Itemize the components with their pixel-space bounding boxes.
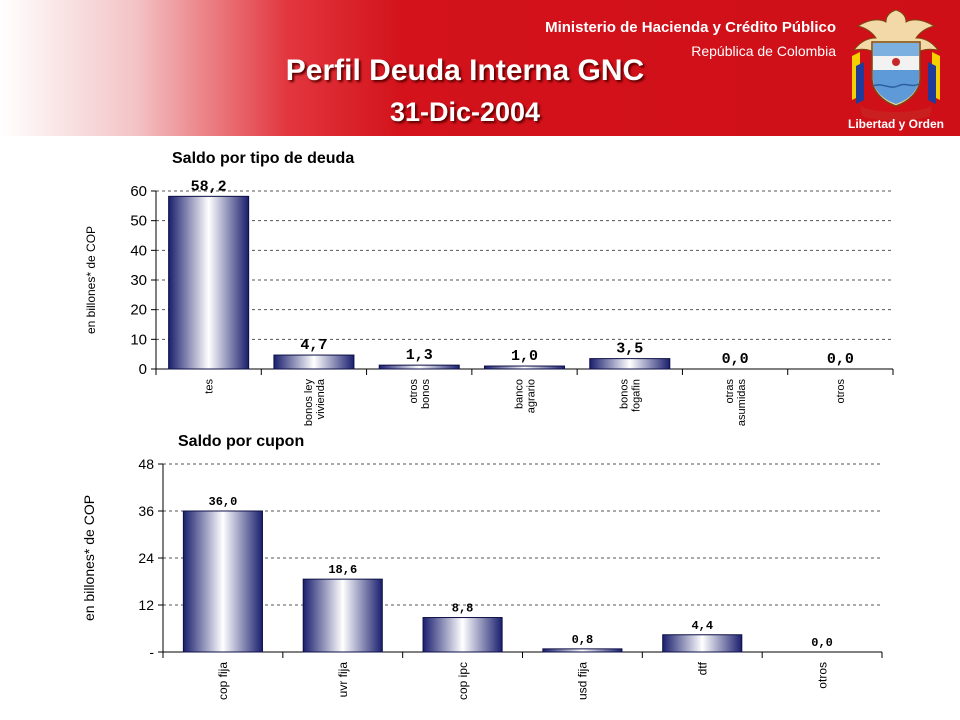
bar [378, 364, 460, 370]
y-tick-label: 40 [130, 242, 147, 259]
y-axis-label: en billones* de COP [84, 226, 98, 334]
page-date: 31-Dic-2004 [389, 97, 541, 127]
data-label: 4,7 [300, 337, 327, 354]
x-tick-label-group: dtf [695, 661, 709, 675]
x-tick-label: banco [513, 379, 525, 409]
x-tick-label: asumidas [736, 379, 748, 427]
y-tick-label: 60 [130, 183, 147, 200]
x-tick-label-group: otras asumidas [724, 379, 748, 427]
x-tick-label-group: banco agrario [513, 379, 537, 413]
x-tick-label: dtf [695, 661, 709, 675]
y-tick-label: 30 [130, 272, 147, 289]
x-tick-label-group: tes [203, 379, 215, 394]
x-tick-label-group: bonos fogafin [619, 379, 643, 413]
y-tick-label: 48 [138, 456, 154, 472]
x-tick-label: cop ipc [456, 662, 470, 700]
coat-of-arms-logo: Libertad y Orden [848, 9, 944, 131]
x-tick-label-group: otros [835, 379, 847, 404]
chart1-title: Saldo por tipo de deuda [172, 150, 355, 167]
y-axis-label: en billones* de COP [81, 495, 97, 621]
x-tick-label: cop fija [216, 662, 230, 700]
x-tick-label: agrario [525, 379, 537, 413]
y-tick-label: 12 [138, 597, 154, 613]
x-tick-label: otras [724, 379, 736, 404]
x-tick-label: bonos [420, 379, 432, 409]
data-label: 1,3 [406, 347, 433, 364]
bar [589, 358, 671, 370]
data-label: 8,8 [452, 602, 474, 616]
bar [422, 617, 503, 653]
x-tick-label-group: usd fija [576, 662, 590, 700]
data-label: 0,0 [722, 351, 749, 368]
bar [273, 354, 355, 370]
data-label: 0,8 [572, 633, 594, 647]
x-tick-label-group: bonos ley vivienda [303, 378, 327, 426]
y-tick-label: 20 [130, 302, 147, 319]
republic-name: República de Colombia [691, 43, 836, 59]
x-tick-label: fogafin [631, 379, 643, 412]
x-tick-label: otros [408, 379, 420, 404]
bar [483, 365, 566, 370]
motto-text: Libertad y Orden [848, 117, 944, 131]
x-tick-label: usd fija [576, 662, 590, 700]
page-title: Perfil Deuda Interna GNC [285, 54, 645, 87]
ministry-name: Ministerio de Hacienda y Crédito Público [545, 19, 836, 36]
y-tick-label: 10 [130, 331, 147, 348]
x-tick-label: tes [203, 379, 215, 394]
data-label: 0,0 [827, 351, 854, 368]
chart2-title: Saldo por cupon [178, 433, 305, 450]
bar [662, 634, 743, 653]
y-tick-label: - [149, 644, 154, 660]
data-label: 36,0 [209, 495, 238, 509]
x-tick-label-group: otros [815, 662, 829, 689]
bar [182, 510, 263, 653]
x-tick-label-group: cop fija [216, 662, 230, 700]
bar [168, 195, 250, 370]
x-tick-label: bonos ley [303, 379, 315, 427]
x-tick-label: vivienda [315, 378, 327, 419]
data-label: 3,5 [616, 341, 643, 358]
data-label: 1,0 [511, 348, 538, 365]
data-label: 0,0 [811, 636, 833, 650]
x-tick-label: otros [835, 379, 847, 404]
header-banner: Ministerio de Hacienda y Crédito Público… [0, 0, 960, 136]
x-tick-label-group: cop ipc [456, 662, 470, 700]
y-tick-label: 0 [139, 361, 147, 378]
data-label: 18,6 [328, 563, 357, 577]
data-label: 58,2 [191, 178, 227, 195]
x-tick-label: bonos [619, 379, 631, 409]
y-tick-label: 24 [138, 550, 154, 566]
y-tick-label: 36 [138, 503, 154, 519]
x-tick-label: otros [815, 662, 829, 689]
bar [542, 648, 623, 653]
x-tick-label-group: uvr fija [336, 662, 350, 698]
bar [302, 578, 383, 653]
data-label: 4,4 [691, 619, 713, 633]
y-tick-label: 50 [130, 213, 147, 230]
x-tick-label-group: otros bonos [408, 379, 432, 409]
x-tick-label: uvr fija [336, 662, 350, 698]
